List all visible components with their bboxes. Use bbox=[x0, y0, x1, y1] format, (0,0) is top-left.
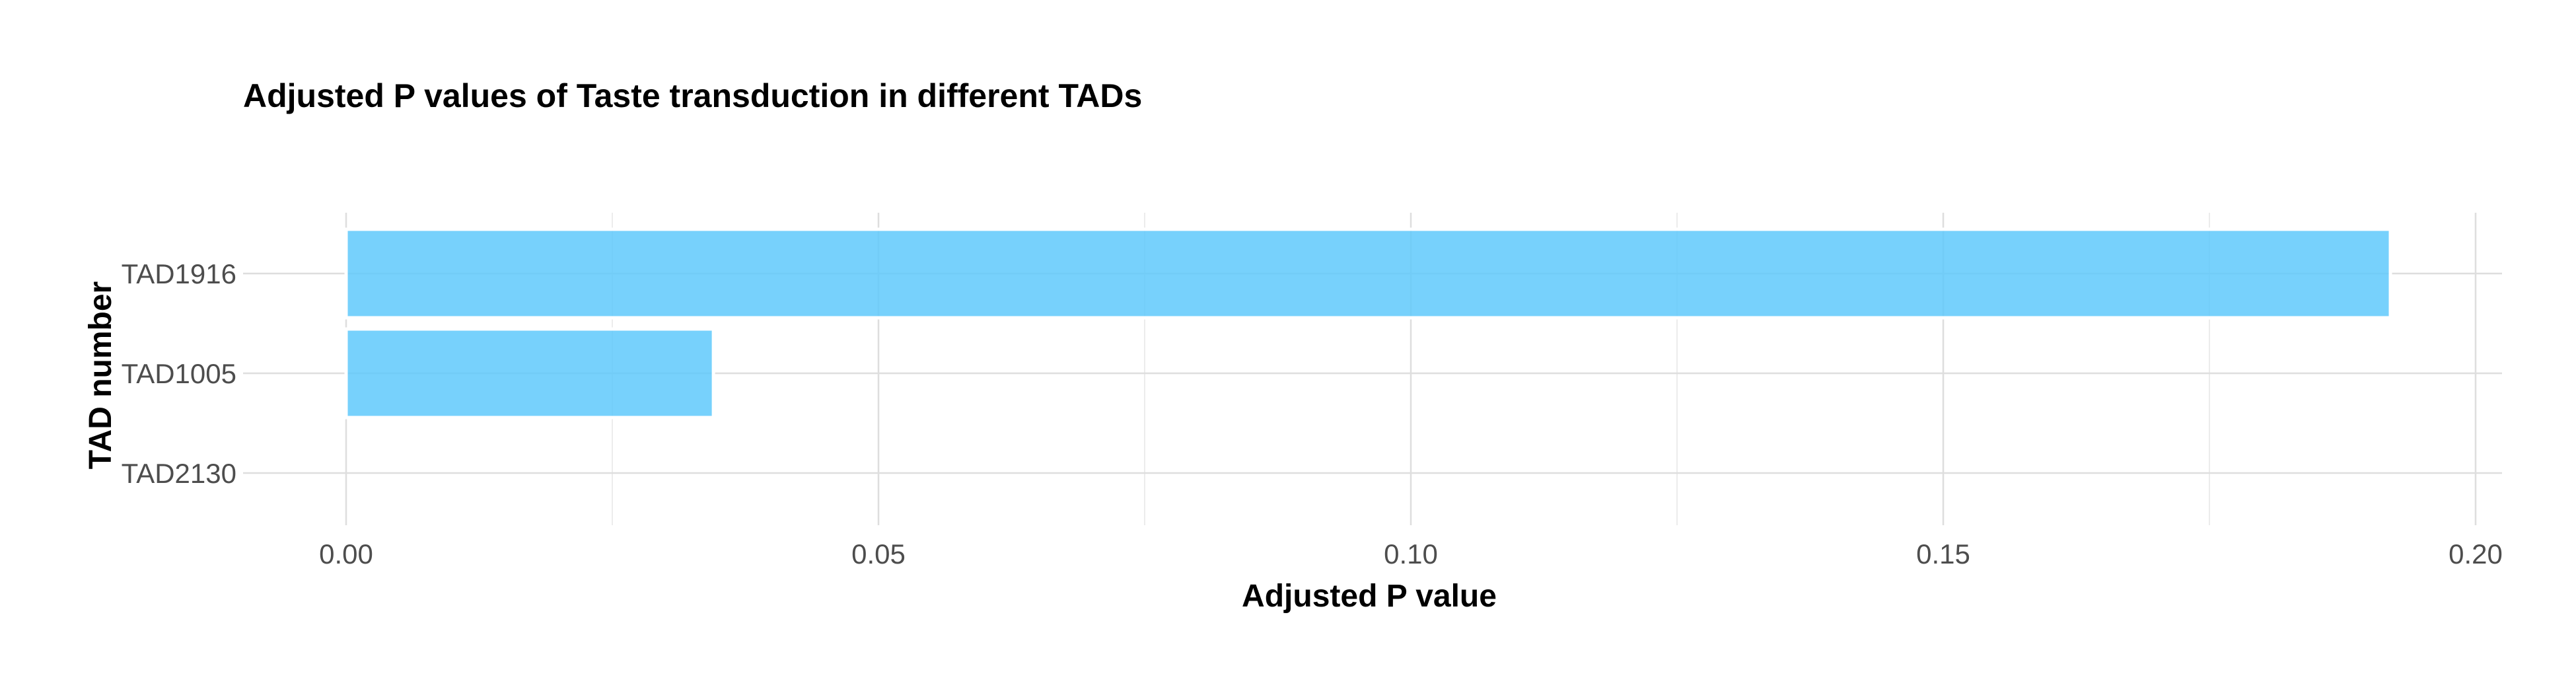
x-axis-title: Adjusted P value bbox=[1242, 579, 1497, 614]
x-tick-label: 0.20 bbox=[2449, 538, 2503, 569]
bar-tad1005 bbox=[344, 327, 715, 420]
x-tick-labels: 0.00 0.05 0.10 0.15 0.20 bbox=[319, 538, 2503, 569]
y-tick-label: TAD1916 bbox=[122, 258, 236, 289]
chart-title: Adjusted P values of Taste transduction … bbox=[243, 77, 1142, 114]
x-tick-label: 0.05 bbox=[851, 538, 906, 569]
y-tick-labels: TAD1916 TAD1005 TAD2130 bbox=[122, 258, 236, 489]
y-axis-title: TAD number bbox=[83, 281, 118, 469]
y-tick-label: TAD1005 bbox=[122, 358, 236, 389]
y-tick-label: TAD2130 bbox=[122, 458, 236, 489]
x-tick-label: 0.15 bbox=[1916, 538, 1970, 569]
x-tick-label: 0.10 bbox=[1384, 538, 1438, 569]
bar-tad1916 bbox=[344, 227, 2392, 320]
x-tick-label: 0.00 bbox=[319, 538, 373, 569]
bars bbox=[344, 227, 2392, 420]
